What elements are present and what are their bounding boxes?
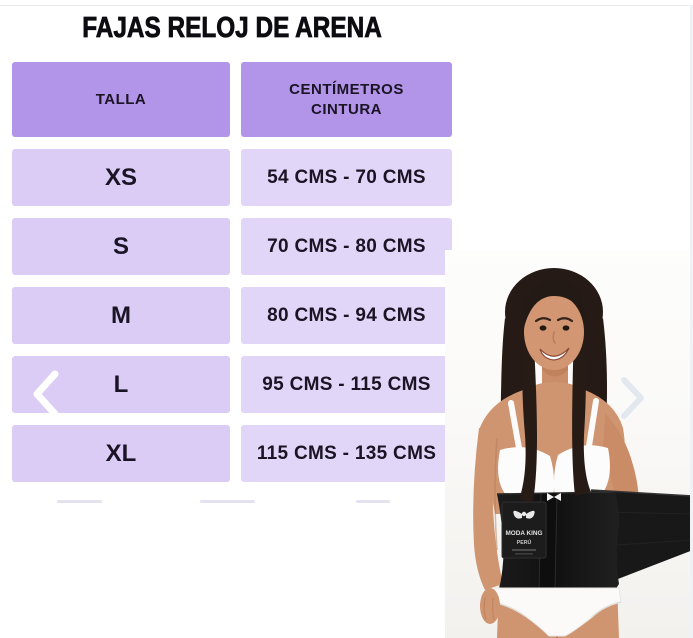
chevron-right-icon (621, 377, 644, 419)
table-row-m-range: 80 CMS - 94 CMS (241, 287, 452, 344)
table-row-xl-size: XL (12, 425, 230, 482)
nose (552, 331, 556, 344)
faded-text-remnant (57, 500, 102, 503)
eye (562, 325, 570, 331)
size-chart-table: TALLA CENTÍMETROS CINTURA XS 54 CMS - 70… (12, 62, 452, 482)
faded-text-remnant (200, 500, 255, 503)
garment-brand-label: MODA KING PERÚ (501, 501, 547, 559)
column-header-centimetros-cintura: CENTÍMETROS CINTURA (241, 62, 452, 137)
faded-text-remnant (356, 500, 390, 503)
wings-icon (513, 510, 522, 519)
right-edge-divider (690, 5, 693, 638)
carousel-next-button[interactable] (615, 373, 649, 423)
model-hand (480, 588, 500, 624)
eyebrow (534, 317, 552, 323)
column-header-centimetros-label: CENTÍMETROS CINTURA (289, 81, 404, 118)
smile (539, 347, 570, 361)
table-row-xl-range: 115 CMS - 135 CMS (241, 425, 452, 482)
eye (539, 325, 547, 331)
table-row-m-size: M (12, 287, 230, 344)
eyebrow (556, 317, 574, 323)
table-row-s-size: S (12, 218, 230, 275)
top-divider (0, 5, 693, 6)
model-illustration: MODA KING PERÚ (473, 268, 693, 638)
page-title: FAJAS RELOJ DE ARENA (82, 12, 382, 45)
label-country-text: PERÚ (517, 539, 532, 546)
bra-bow (547, 493, 554, 501)
carousel-prev-button[interactable] (29, 366, 63, 422)
label-brand-text: MODA KING (505, 530, 542, 537)
white-panties (492, 587, 622, 637)
table-row-l-range: 95 CMS - 115 CMS (241, 356, 452, 413)
chevron-left-icon (33, 370, 59, 418)
model-face (523, 280, 586, 370)
product-photo-model-waist-trainer[interactable]: MODA KING PERÚ (445, 250, 693, 638)
table-row-xs-size: XS (12, 149, 230, 206)
column-header-talla-label: TALLA (95, 90, 147, 108)
table-row-xs-range: 54 CMS - 70 CMS (241, 149, 452, 206)
column-header-talla: TALLA (12, 62, 230, 137)
table-row-s-range: 70 CMS - 80 CMS (241, 218, 452, 275)
